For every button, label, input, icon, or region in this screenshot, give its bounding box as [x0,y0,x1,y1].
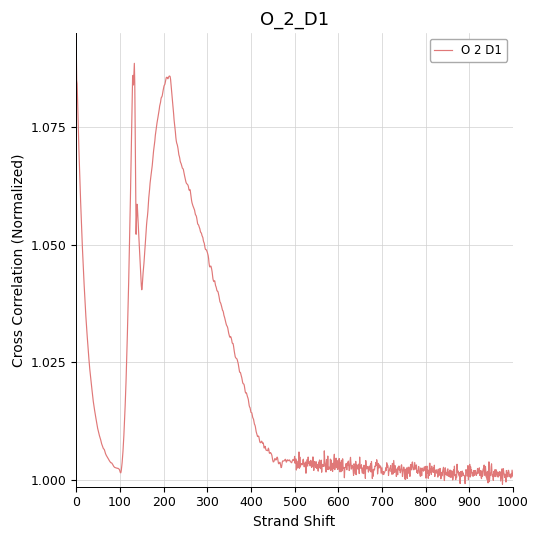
O 2 D1 [500,481,506,488]
Title: O_2_D1: O_2_D1 [260,11,329,29]
O 2 D1 [459,468,465,474]
O 2 D1 [510,474,516,480]
X-axis label: Strand Shift: Strand Shift [253,515,336,529]
Legend: O 2 D1: O 2 D1 [430,39,507,62]
O 2 D1 [413,462,420,468]
Line: O 2 D1: O 2 D1 [76,48,513,484]
O 2 D1 [488,461,495,467]
O 2 D1 [429,467,436,474]
O 2 D1 [161,81,168,87]
O 2 D1 [73,44,79,51]
Y-axis label: Cross Correlation (Normalized): Cross Correlation (Normalized) [11,153,25,367]
O 2 D1 [100,444,106,451]
